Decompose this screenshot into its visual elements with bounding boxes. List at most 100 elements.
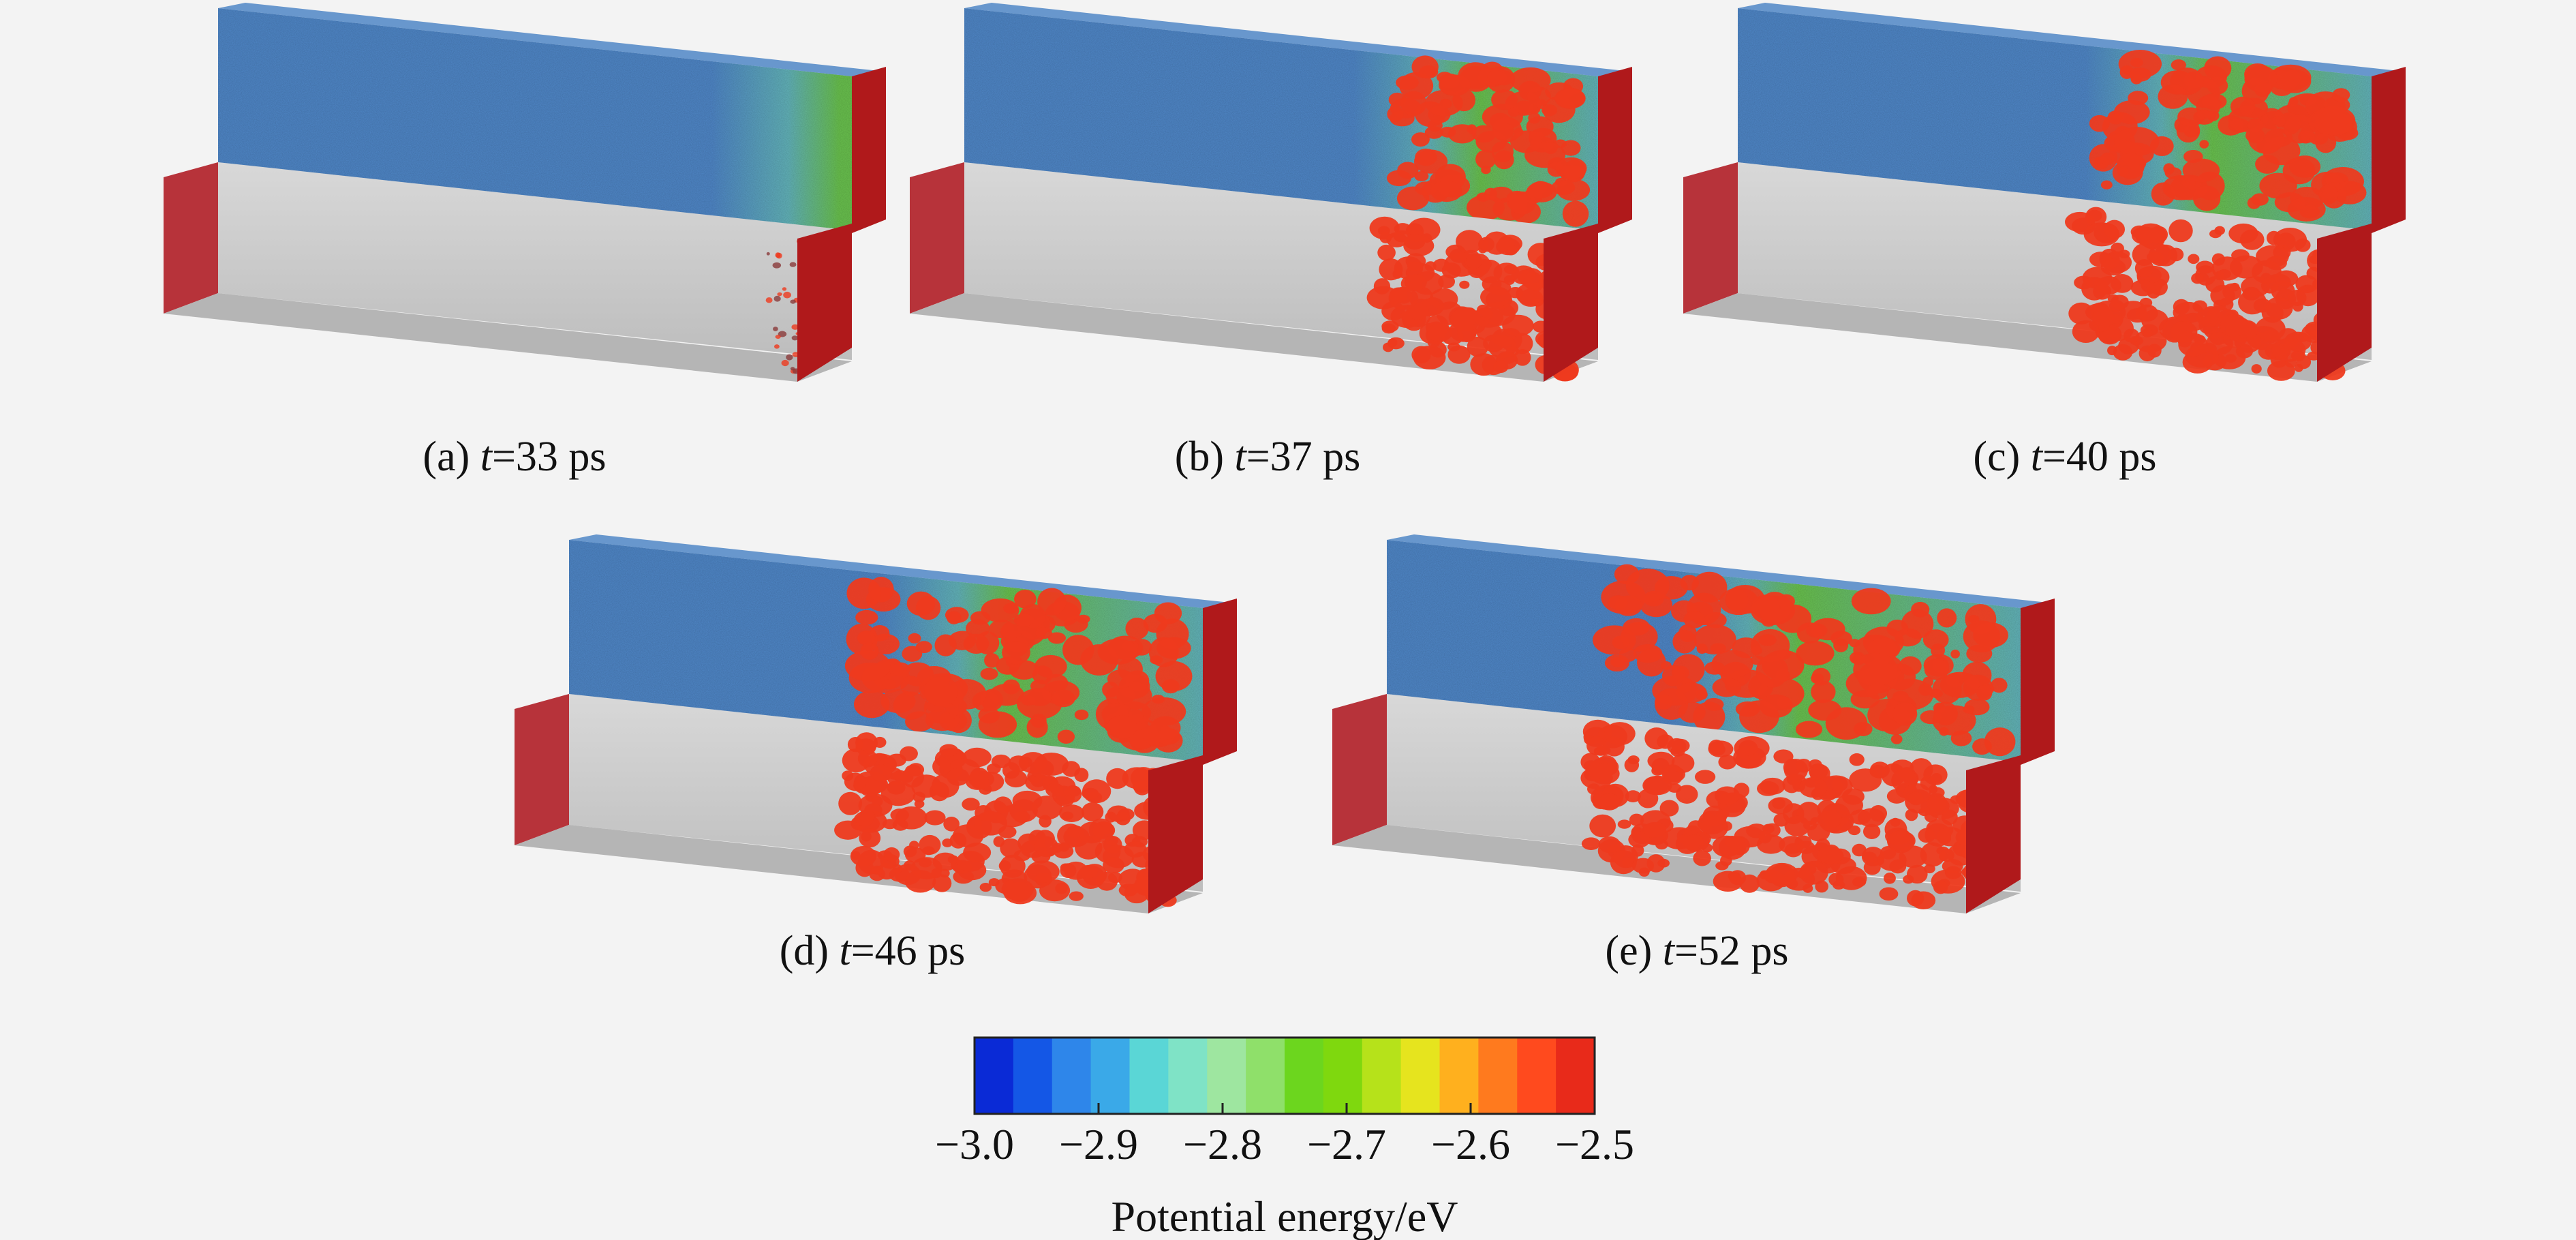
lower-cluster: [873, 736, 887, 748]
lower-cluster: [970, 768, 990, 785]
panels-layer: [164, 3, 2406, 913]
upper-cluster: [1963, 620, 2001, 653]
panel-caption: (e) t=52 ps: [1605, 928, 1788, 974]
lower-cluster: [1524, 271, 1543, 290]
lower-cluster: [1911, 891, 1936, 910]
lower-cluster: [1886, 789, 1907, 804]
lower-cluster: [962, 798, 980, 811]
lower-cluster: [1732, 836, 1745, 846]
lower-bar-right-cap: [1148, 755, 1203, 913]
upper-cluster: [1890, 734, 1903, 744]
lower-cluster: [1081, 802, 1104, 822]
lower-cluster: [952, 824, 984, 848]
lower-cluster: [2238, 290, 2267, 315]
upper-cluster: [1886, 619, 1909, 637]
lower-cluster: [2210, 284, 2235, 306]
lower-cluster: [1002, 762, 1020, 779]
lower-cluster: [2141, 328, 2153, 338]
lower-cluster: [2239, 229, 2265, 250]
lower-cluster: [2123, 329, 2140, 343]
upper-cluster: [855, 609, 878, 625]
upper-bar-end-cap: [1598, 67, 1632, 233]
lower-cluster: [1857, 808, 1886, 828]
upper-cluster: [1013, 614, 1034, 626]
lower-cluster: [1671, 753, 1695, 773]
caption-variable: t: [480, 434, 493, 480]
lower-cluster: [2139, 297, 2153, 308]
lower-cluster: [1908, 791, 1924, 806]
caption-variable: t: [1234, 434, 1247, 480]
upper-cluster: [1526, 181, 1557, 202]
lower-cluster: [2295, 275, 2318, 294]
upper-cluster: [2182, 158, 2220, 183]
upper-cluster: [1156, 637, 1191, 659]
lower-cluster: [1617, 819, 1631, 829]
lower-cluster: [2113, 344, 2133, 361]
lower-cluster: [1879, 887, 1899, 901]
lower-cluster: [1511, 333, 1533, 354]
upper-cluster: [1683, 611, 1706, 629]
lower-cluster: [1381, 320, 1399, 333]
upper-cluster: [1128, 709, 1144, 723]
lower-cluster: [1493, 360, 1509, 374]
lower-bar-right-cap: [2317, 224, 2372, 382]
upper-cluster: [1725, 589, 1749, 611]
lower-cluster: [2168, 219, 2193, 243]
upper-cluster: [1430, 181, 1462, 202]
lower-cluster: [789, 262, 797, 267]
lower-cluster: [1387, 337, 1405, 350]
upper-cluster: [2245, 127, 2265, 143]
upper-cluster: [1555, 157, 1587, 179]
lower-cluster: [1702, 843, 1713, 853]
upper-cluster: [984, 652, 1000, 668]
lower-cluster: [847, 737, 863, 753]
upper-cluster: [1491, 89, 1518, 110]
upper-cluster: [1614, 595, 1642, 616]
panel-caption: (a) t=33 ps: [423, 434, 606, 480]
upper-cluster: [1950, 730, 1972, 746]
colorbar-tick-label: −3.0: [935, 1120, 1014, 1168]
upper-cluster: [1116, 682, 1152, 710]
colorbar-swatch: [1207, 1038, 1246, 1114]
upper-cluster: [1487, 70, 1505, 85]
upper-cluster: [2193, 185, 2221, 211]
lower-cluster: [1798, 777, 1828, 798]
upper-cluster: [854, 690, 890, 719]
lower-cluster: [1795, 759, 1812, 773]
upper-cluster: [857, 631, 876, 646]
lower-cluster: [1628, 831, 1651, 848]
upper-cluster: [868, 577, 894, 603]
lower-cluster: [1105, 835, 1118, 846]
lower-cluster: [1115, 811, 1131, 826]
lower-bar-right-cap: [1966, 755, 2021, 913]
lower-cluster: [1122, 767, 1152, 789]
upper-cluster: [1045, 674, 1069, 692]
lower-cluster: [1738, 740, 1758, 756]
panel-3: [1683, 3, 2406, 382]
lower-cluster: [947, 855, 959, 864]
lower-cluster: [1030, 759, 1054, 778]
lower-bar-left-cap: [910, 162, 964, 314]
upper-cluster: [1851, 588, 1891, 615]
lower-cluster: [1598, 793, 1621, 811]
upper-cluster: [1811, 680, 1836, 704]
lower-cluster: [2220, 314, 2248, 337]
lower-bar-back: [1387, 694, 2021, 892]
lower-cluster: [1803, 883, 1813, 893]
lower-cluster: [2085, 207, 2107, 227]
lower-cluster: [1450, 307, 1482, 331]
lower-cluster: [850, 846, 877, 866]
caption-letter: (c): [1973, 434, 2030, 480]
lower-cluster: [1404, 234, 1426, 250]
upper-cluster: [900, 676, 922, 697]
lower-cluster: [1655, 839, 1668, 850]
lower-cluster: [914, 800, 925, 808]
upper-cluster: [1892, 691, 1909, 702]
lower-cluster: [953, 869, 974, 884]
lower-cluster: [775, 335, 781, 339]
upper-cluster: [1097, 638, 1138, 665]
upper-cluster: [1696, 644, 1708, 654]
upper-cluster: [1922, 676, 1933, 687]
upper-cluster: [1542, 104, 1558, 117]
upper-cluster: [1933, 701, 1958, 726]
